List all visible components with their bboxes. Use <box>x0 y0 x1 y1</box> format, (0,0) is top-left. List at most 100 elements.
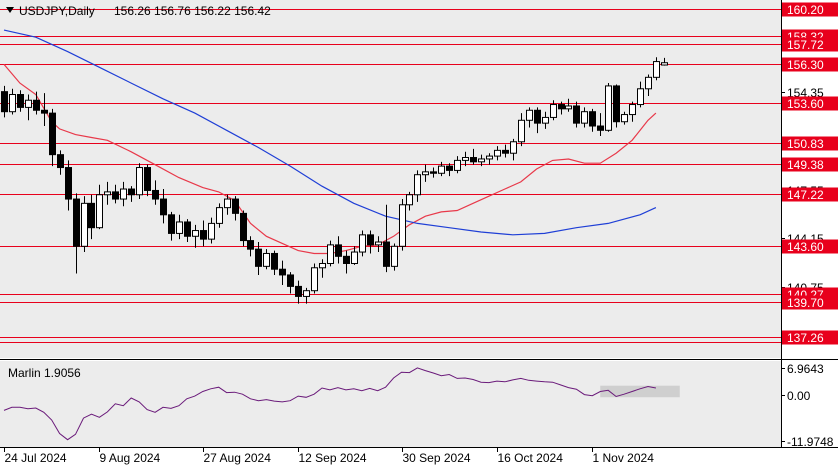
candle[interactable] <box>57 150 64 175</box>
candle[interactable] <box>351 246 358 265</box>
candle[interactable] <box>661 57 668 66</box>
candle-body-bear <box>255 248 262 267</box>
candle[interactable] <box>470 148 477 165</box>
candle[interactable] <box>589 108 596 132</box>
candle[interactable] <box>422 164 429 182</box>
candle[interactable] <box>200 220 207 247</box>
candle[interactable] <box>232 196 239 221</box>
candle[interactable] <box>645 74 652 96</box>
candle[interactable] <box>581 107 588 128</box>
candle[interactable] <box>335 236 342 264</box>
candle-body-bear <box>335 244 342 257</box>
candle[interactable] <box>81 196 88 253</box>
candle[interactable] <box>462 151 469 167</box>
candle[interactable] <box>25 94 32 121</box>
candle[interactable] <box>144 164 151 197</box>
candle[interactable] <box>88 194 95 240</box>
candle[interactable] <box>136 163 143 200</box>
candle[interactable] <box>128 186 135 202</box>
candle[interactable] <box>41 93 48 127</box>
candle[interactable] <box>367 230 374 254</box>
candle[interactable] <box>359 230 366 257</box>
candle[interactable] <box>558 101 565 115</box>
candle-body-bull <box>9 94 16 113</box>
candle[interactable] <box>621 111 628 125</box>
candle-body-bear <box>295 285 302 297</box>
candle[interactable] <box>271 250 278 275</box>
candle[interactable] <box>414 170 421 202</box>
candle[interactable] <box>486 153 493 165</box>
collapse-triangle-icon[interactable] <box>6 7 14 13</box>
candle[interactable] <box>573 101 580 128</box>
candle[interactable] <box>49 108 56 167</box>
candle[interactable] <box>224 194 231 215</box>
candle[interactable] <box>637 81 644 108</box>
candle[interactable] <box>327 240 334 267</box>
time-tick-label: 16 Oct 2024 <box>498 451 564 465</box>
candle[interactable] <box>319 259 326 278</box>
candle[interactable] <box>343 250 350 274</box>
candle[interactable] <box>605 83 612 132</box>
candle-body-bear <box>558 104 565 110</box>
candle-body-bull <box>637 88 644 106</box>
candle[interactable] <box>9 88 16 115</box>
candle[interactable] <box>96 184 103 230</box>
candle[interactable] <box>613 84 620 128</box>
candle[interactable] <box>255 242 262 275</box>
candle[interactable] <box>1 85 8 118</box>
candle[interactable] <box>383 204 390 273</box>
candle[interactable] <box>518 113 525 147</box>
candle[interactable] <box>454 156 461 174</box>
candle[interactable] <box>184 219 191 243</box>
candle[interactable] <box>112 184 119 204</box>
candle[interactable] <box>311 263 318 294</box>
candle[interactable] <box>176 214 183 240</box>
candle[interactable] <box>17 90 24 112</box>
candle[interactable] <box>65 160 72 211</box>
candle-body-bear <box>613 85 620 123</box>
candle[interactable] <box>534 107 541 134</box>
candle[interactable] <box>550 100 557 121</box>
candle[interactable] <box>542 111 549 129</box>
candle[interactable] <box>240 210 247 247</box>
candle[interactable] <box>104 181 111 205</box>
candle[interactable] <box>430 167 437 178</box>
time-tick-label: 1 Nov 2024 <box>593 451 655 465</box>
candle[interactable] <box>73 193 80 274</box>
candle[interactable] <box>565 98 572 112</box>
candle[interactable] <box>526 107 533 128</box>
candle[interactable] <box>152 180 159 205</box>
candle[interactable] <box>597 113 604 137</box>
candle-body-bull <box>486 155 493 160</box>
candle[interactable] <box>263 249 270 270</box>
candle-body-bull <box>621 114 628 123</box>
candle[interactable] <box>510 138 517 161</box>
candle[interactable] <box>287 272 294 294</box>
candle[interactable] <box>406 191 413 211</box>
candle[interactable] <box>446 163 453 177</box>
candle[interactable] <box>391 243 398 271</box>
candle[interactable] <box>216 203 223 228</box>
candle[interactable] <box>279 260 286 285</box>
candle[interactable] <box>192 224 199 248</box>
candle[interactable] <box>399 199 406 251</box>
candle[interactable] <box>168 211 175 241</box>
candle[interactable] <box>303 287 310 304</box>
candle[interactable] <box>438 161 445 177</box>
candle[interactable] <box>502 144 509 158</box>
candle[interactable] <box>247 236 254 257</box>
candle[interactable] <box>295 280 302 304</box>
candle[interactable] <box>478 154 485 167</box>
candle[interactable] <box>629 101 636 122</box>
candle[interactable] <box>33 91 40 115</box>
candle[interactable] <box>494 146 501 161</box>
candle[interactable] <box>375 236 382 253</box>
candle-body-bear <box>383 241 390 267</box>
candle[interactable] <box>653 57 660 81</box>
candle-body-bull <box>629 104 636 116</box>
candle[interactable] <box>120 181 127 207</box>
candle[interactable] <box>160 189 167 224</box>
candle[interactable] <box>208 217 215 244</box>
